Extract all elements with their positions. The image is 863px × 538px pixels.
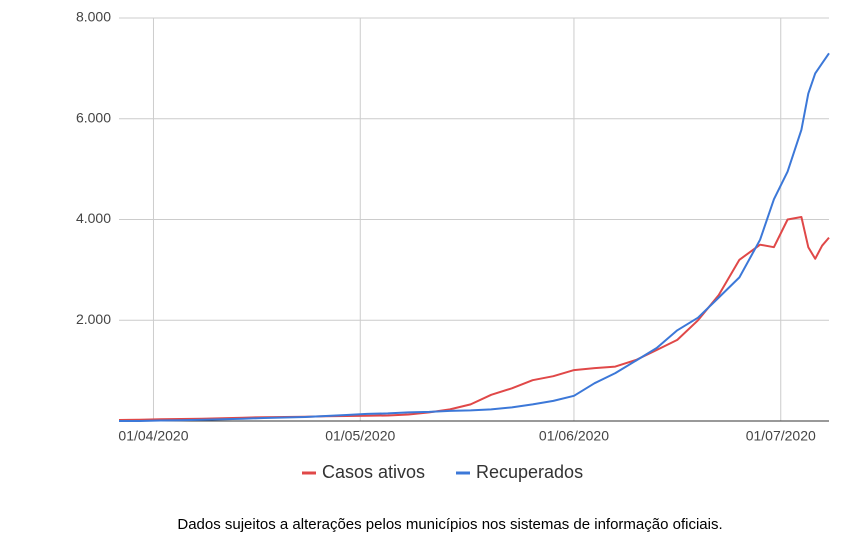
grid [119,17,829,421]
x-tick-label: 01/06/2020 [539,428,609,444]
x-tick-label: 01/07/2020 [746,428,816,444]
legend-label: Casos ativos [322,462,425,482]
footnote: Dados sujeitos a alterações pelos municí… [177,516,722,533]
y-tick-label: 4.000 [76,210,111,226]
series-line [118,216,830,421]
lines [118,52,830,422]
y-tick-label: 2.000 [76,311,111,327]
legend-label: Recuperados [476,462,583,482]
y-tick-label: 6.000 [76,109,111,125]
x-tick-label: 01/05/2020 [325,428,395,444]
x-tick-label: 01/04/2020 [118,428,188,444]
y-tick-label: 8.000 [76,9,111,25]
series-line [119,52,830,422]
